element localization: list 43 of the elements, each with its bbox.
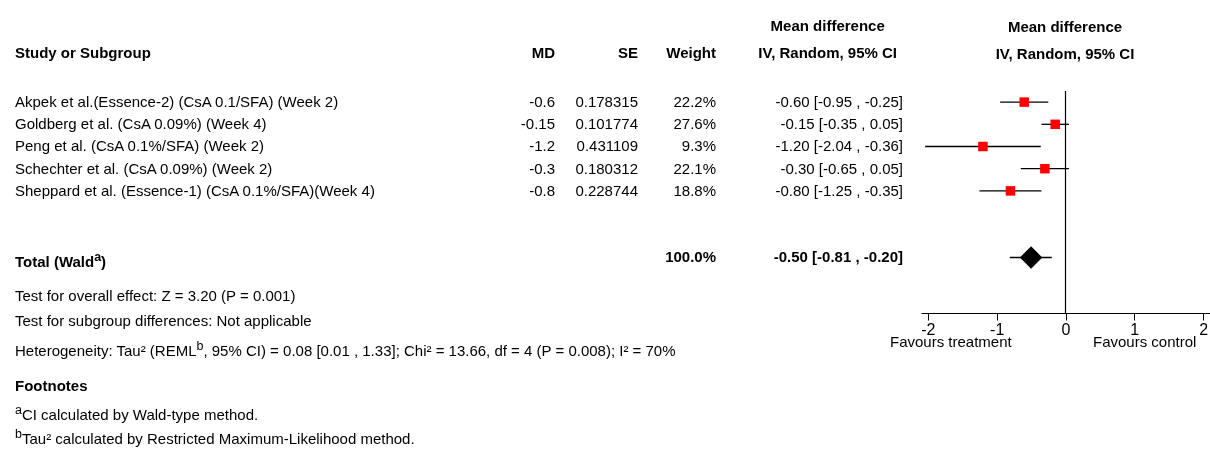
x-tick-label: 0 — [1061, 320, 1071, 338]
text: $^{b}$Tau² calculated by Restricted Maximum-Likelihood method. — [15, 426, 415, 448]
x-tick-label: -1 — [990, 320, 1005, 338]
category-label: SE — [617, 43, 638, 63]
text: 0.101774 — [575, 115, 638, 133]
category-label: Weight — [666, 43, 716, 63]
text: 18.8% — [673, 181, 716, 199]
text: 0.178315 — [575, 93, 638, 110]
text: 22.2% — [673, 93, 716, 110]
text: -0.3 — [529, 159, 555, 177]
text: 9.3% — [681, 137, 716, 155]
text: -0.8 — [529, 181, 555, 199]
category-label: Total (Wald$^{a}$) — [15, 250, 107, 271]
text: -0.6 — [529, 93, 555, 110]
text: $^{a}$CI calculated by Wald-type method. — [15, 402, 259, 424]
text: Heterogeneity: Tau² (REML$^{b}$, 95% CI) = 0.08 [0.01 , 1.33]; Chi² = 13.66, df = 4 (P = 0.008); I² = 70% — [15, 338, 676, 360]
text: 27.6% — [673, 115, 716, 133]
category-label: Akpek et al.(Essence-2) (CsA 0.1/SFA) (Week 2) — [15, 93, 339, 110]
text: -0.30 [-0.65 , 0.05] — [780, 159, 903, 177]
category-label: Mean difference IV, Random, 95% CI — [758, 16, 897, 63]
text: -0.80 [-1.25 , -0.35] — [775, 181, 903, 199]
x-tick-label: 2 — [1199, 320, 1209, 338]
text: 0.228744 — [575, 181, 638, 199]
text: -1.2 — [529, 137, 555, 155]
text: Footnotes — [15, 377, 88, 395]
category-label: Sheppard et al. (Essence-1) (CsA 0.1%/SFA)(Week 4) — [15, 181, 375, 199]
text: Test for overall effect: Z = 3.20 (P = 0.001) — [15, 287, 296, 305]
chart-title: Mean difference IV, Random, 95% CI — [994, 17, 1136, 64]
text: -0.15 — [520, 115, 555, 133]
category-label: Schechter et al. (CsA 0.09%) (Week 2) — [15, 159, 273, 177]
category-label: Goldberg et al. (CsA 0.09%) (Week 4) — [15, 115, 267, 133]
text: 0.180312 — [575, 159, 638, 177]
category-label: Peng et al. (CsA 0.1%/SFA) (Week 2) — [15, 137, 264, 155]
text: Test for subgroup differences: Not applicable — [15, 312, 312, 330]
text: 22.1% — [673, 159, 716, 177]
text: -0.15 [-0.35 , 0.05] — [780, 115, 903, 133]
text: -0.60 [-0.95 , -0.25] — [775, 93, 903, 110]
text: -0.50 [-0.81 , -0.20] — [773, 248, 903, 266]
text: 0.431109 — [576, 137, 638, 155]
text: -1.20 [-2.04 , -0.36] — [775, 137, 903, 155]
category-label: Study or Subgroup — [15, 43, 151, 63]
category-label: MD — [531, 43, 555, 63]
text: 100.0% — [665, 248, 716, 266]
